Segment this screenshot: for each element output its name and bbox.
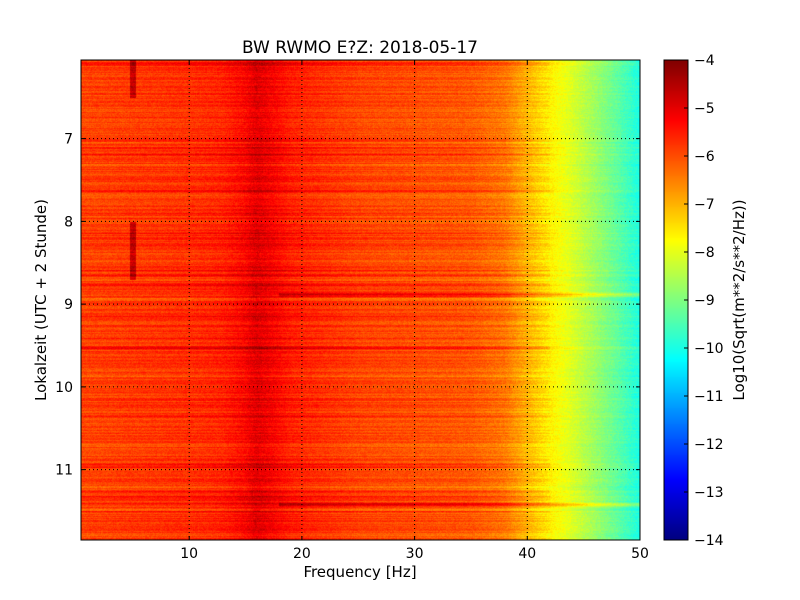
colorbar-tick-label-9: −13: [694, 485, 724, 501]
colorbar-tick-label-3: −7: [694, 197, 715, 213]
y-axis-ticks: 7 8 9 10 11: [55, 132, 640, 479]
colorbar-label: Log10(Sqrt(m**2/s**2/Hz)): [730, 199, 748, 400]
colorbar-tick-label-5: −9: [694, 293, 715, 309]
x-tick-label-1: 20: [293, 546, 311, 562]
colorbar-tick-label-8: −12: [694, 437, 724, 453]
plot-frame: [80, 59, 641, 541]
x-tick-label-3: 40: [518, 546, 536, 562]
colorbar-tick-label-6: −10: [694, 341, 724, 357]
x-tick-label-4: 50: [631, 546, 649, 562]
x-tick-label-0: 10: [180, 546, 198, 562]
x-axis-ticks: 10 20 30 40 50: [180, 60, 649, 562]
x-tick-label-2: 30: [406, 546, 424, 562]
colorbar-ticks: −4 −5 −6 −7 −8 −9 −10 −11 −12 −13 −14: [684, 53, 724, 549]
chart-title: BW RWMO E?Z: 2018-05-17: [242, 38, 478, 58]
y-tick-label-0: 7: [64, 132, 73, 148]
colorbar-tick-label-7: −11: [694, 389, 724, 405]
spectrogram-heatmap: [81, 60, 640, 540]
x-axis-label: Frequency [Hz]: [303, 563, 416, 581]
colorbar-tick-label-1: −5: [694, 101, 715, 117]
colorbar-tick-label-10: −14: [694, 533, 724, 549]
colorbar-tick-label-4: −8: [694, 245, 715, 261]
colorbar-tick-label-0: −4: [694, 53, 715, 69]
grid-lines: [81, 60, 641, 540]
y-tick-label-2: 9: [64, 297, 73, 313]
y-axis-label: Lokalzeit (UTC + 2 Stunde): [32, 199, 50, 401]
y-tick-label-1: 8: [64, 214, 73, 230]
y-tick-label-3: 10: [55, 380, 73, 396]
y-tick-label-4: 11: [55, 463, 73, 479]
colorbar-tick-label-2: −6: [694, 149, 715, 165]
